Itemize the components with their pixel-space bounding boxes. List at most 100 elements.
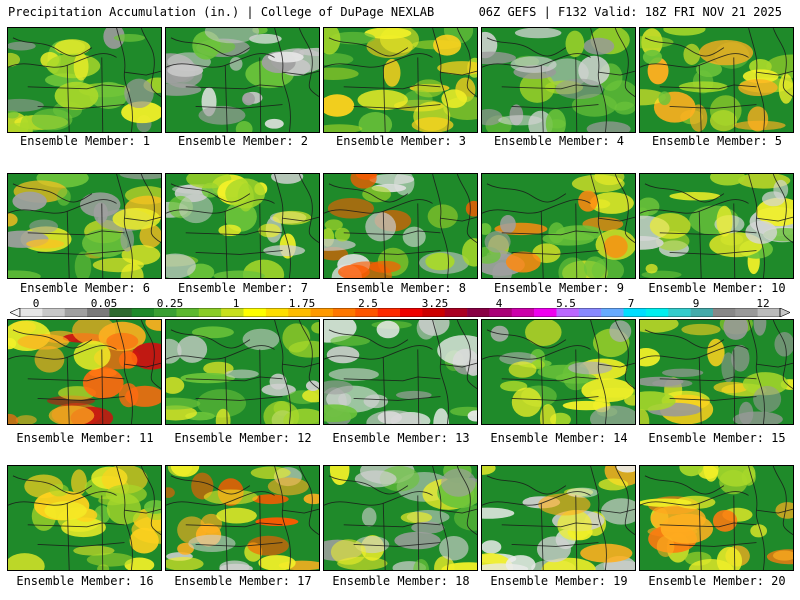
ensemble-panel bbox=[481, 173, 636, 279]
colorbar-tick-label: 5.5 bbox=[556, 297, 576, 310]
colorbar-swatch bbox=[444, 308, 468, 317]
precip-map bbox=[8, 466, 161, 570]
colorbar-swatch bbox=[176, 308, 200, 317]
colorbar-swatch bbox=[511, 308, 535, 317]
chart-title: Precipitation Accumulation (in.) | Colle… bbox=[8, 5, 435, 19]
ensemble-panel bbox=[639, 465, 794, 571]
valid-time: 06Z GEFS | F132 Valid: 18Z FRI NOV 21 20… bbox=[478, 5, 782, 19]
ensemble-panel bbox=[7, 465, 162, 571]
precip-map bbox=[640, 28, 793, 132]
colorbar-swatch bbox=[198, 308, 222, 317]
colorbar-swatch bbox=[668, 308, 691, 317]
precip-map bbox=[482, 174, 635, 278]
colorbar-swatch bbox=[467, 308, 490, 317]
colorbar-tick-label: 9 bbox=[692, 297, 700, 310]
colorbar-arrow-left bbox=[10, 308, 21, 317]
ensemble-panel bbox=[7, 319, 162, 425]
colorbar-swatch bbox=[489, 308, 513, 317]
ensemble-panel bbox=[323, 319, 478, 425]
colorbar-swatch bbox=[265, 308, 289, 317]
colorbar-swatch bbox=[154, 308, 177, 317]
ensemble-panel bbox=[165, 27, 320, 133]
colorbar-tick-label: 0 bbox=[32, 297, 40, 310]
colorbar-swatch bbox=[422, 308, 445, 317]
ensemble-panel bbox=[7, 173, 162, 279]
colorbar-swatch bbox=[64, 308, 88, 317]
colorbar-swatch bbox=[712, 308, 736, 317]
precip-map bbox=[166, 28, 319, 132]
colorbar-swatch bbox=[221, 308, 244, 317]
ensemble-member-label: Ensemble Member: 8 bbox=[335, 281, 467, 295]
colorbar-swatch bbox=[601, 308, 624, 317]
precip-map bbox=[324, 28, 477, 132]
precip-map bbox=[640, 320, 793, 424]
colorbar-swatch bbox=[578, 308, 602, 317]
ensemble-member-label: Ensemble Member: 6 bbox=[19, 281, 151, 295]
ensemble-member-label: Ensemble Member: 4 bbox=[493, 134, 625, 148]
colorbar-tick-label: 2.5 bbox=[358, 297, 378, 310]
precip-map bbox=[166, 320, 319, 424]
colorbar-tick-label: 4 bbox=[495, 297, 503, 310]
ensemble-member-label: Ensemble Member: 2 bbox=[177, 134, 309, 148]
colorbar-swatch bbox=[377, 308, 401, 317]
ensemble-member-label: Ensemble Member: 14 bbox=[490, 431, 628, 445]
precip-map bbox=[482, 28, 635, 132]
colorbar-tick-label: 1.75 bbox=[288, 297, 316, 310]
ensemble-member-label: Ensemble Member: 10 bbox=[648, 281, 786, 295]
precip-map bbox=[640, 466, 793, 570]
colorbar-swatch bbox=[87, 308, 110, 317]
ensemble-panel bbox=[639, 27, 794, 133]
colorbar-swatch bbox=[243, 308, 267, 317]
precip-map bbox=[482, 320, 635, 424]
colorbar-swatch bbox=[556, 308, 580, 317]
precip-map bbox=[8, 28, 161, 132]
ensemble-member-label: Ensemble Member: 5 bbox=[651, 134, 783, 148]
ensemble-panel bbox=[323, 465, 478, 571]
colorbar-swatch bbox=[288, 308, 311, 317]
ensemble-panel bbox=[639, 319, 794, 425]
colorbar-swatch bbox=[310, 308, 334, 317]
colorbar-strip bbox=[10, 308, 790, 317]
colorbar-tick-label: 7 bbox=[627, 297, 635, 310]
ensemble-panel bbox=[639, 173, 794, 279]
colorbar-swatch bbox=[534, 308, 557, 317]
colorbar-tick-label: 12 bbox=[756, 297, 770, 310]
ensemble-member-label: Ensemble Member: 19 bbox=[490, 574, 628, 588]
ensemble-panel bbox=[165, 173, 320, 279]
ensemble-member-label: Ensemble Member: 7 bbox=[177, 281, 309, 295]
ensemble-member-label: Ensemble Member: 17 bbox=[174, 574, 312, 588]
precip-map bbox=[166, 466, 319, 570]
precip-map bbox=[166, 174, 319, 278]
ensemble-panel bbox=[481, 465, 636, 571]
ensemble-panel bbox=[7, 27, 162, 133]
ensemble-member-label: Ensemble Member: 11 bbox=[16, 431, 154, 445]
ensemble-member-label: Ensemble Member: 18 bbox=[332, 574, 470, 588]
precip-map bbox=[8, 174, 161, 278]
ensemble-panel bbox=[165, 319, 320, 425]
ensemble-panel bbox=[481, 319, 636, 425]
ensemble-member-label: Ensemble Member: 12 bbox=[174, 431, 312, 445]
ensemble-member-label: Ensemble Member: 13 bbox=[332, 431, 470, 445]
ensemble-member-label: Ensemble Member: 9 bbox=[493, 281, 625, 295]
ensemble-panel bbox=[481, 27, 636, 133]
colorbar-arrow-right bbox=[779, 308, 790, 317]
colorbar-swatch bbox=[400, 308, 423, 317]
ensemble-member-label: Ensemble Member: 1 bbox=[19, 134, 151, 148]
colorbar-tick-label: 0.25 bbox=[156, 297, 184, 310]
colorbar-swatch bbox=[332, 308, 356, 317]
colorbar-swatch bbox=[757, 308, 781, 317]
precip-map bbox=[324, 466, 477, 570]
colorbar-tick-label: 0.05 bbox=[90, 297, 118, 310]
colorbar-swatch bbox=[735, 308, 758, 317]
colorbar-legend: 0 0.05 0.25 1 1.75 2.5 3.25 4 5.5 7 9 12 bbox=[10, 297, 790, 319]
ensemble-member-label: Ensemble Member: 15 bbox=[648, 431, 786, 445]
precip-map bbox=[324, 320, 477, 424]
colorbar-swatch bbox=[355, 308, 378, 317]
colorbar-swatch bbox=[20, 308, 43, 317]
colorbar-swatch bbox=[690, 308, 714, 317]
colorbar-tick-label: 1 bbox=[232, 297, 240, 310]
ensemble-panel bbox=[165, 465, 320, 571]
ensemble-panel bbox=[323, 27, 478, 133]
ensemble-member-label: Ensemble Member: 20 bbox=[648, 574, 786, 588]
ensemble-panel bbox=[323, 173, 478, 279]
